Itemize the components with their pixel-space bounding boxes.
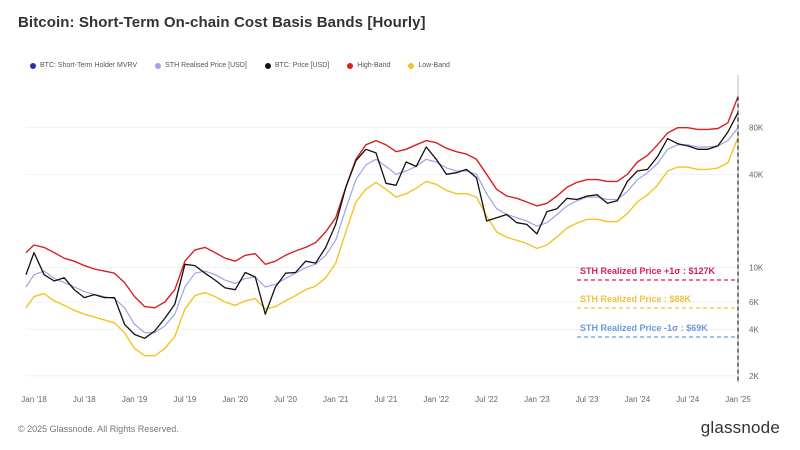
- x-tick-label: Jan '19: [122, 395, 148, 404]
- chart-legend: BTC: Short-Term Holder MVRV STH Realised…: [30, 62, 450, 69]
- x-tick-label: Jan '25: [725, 395, 751, 404]
- y-tick-label: 6K: [749, 298, 759, 307]
- legend-label-high-band: High-Band: [357, 62, 391, 69]
- y-tick-label: 2K: [749, 372, 759, 381]
- legend-item-low-band[interactable]: Low-Band: [408, 62, 450, 69]
- legend-label-low-band: Low-Band: [418, 62, 450, 69]
- x-tick-label: Jan '24: [625, 395, 651, 404]
- legend-item-sth-price[interactable]: STH Realised Price [USD]: [155, 62, 247, 69]
- x-tick-label: Jan '23: [524, 395, 550, 404]
- grid-lines: [26, 75, 739, 383]
- annotation-realized-price-label: STH Realized Price : $88K: [580, 294, 692, 304]
- y-tick-label: 4K: [749, 325, 759, 334]
- low-band-line: [25, 137, 739, 357]
- chart-title: Bitcoin: Short-Term On-chain Cost Basis …: [18, 14, 426, 31]
- x-tick-label: Jul '23: [576, 395, 599, 404]
- x-tick-label: Jul '24: [676, 395, 699, 404]
- x-tick-label: Jan '22: [424, 395, 450, 404]
- legend-dot-sth-price: [155, 62, 162, 69]
- btc-price-line: [25, 112, 739, 339]
- y-tick-label: 10K: [749, 264, 764, 273]
- high-band-line: [25, 96, 739, 309]
- x-tick-label: Jul '22: [475, 395, 498, 404]
- legend-dot-btc-price: [264, 62, 271, 69]
- annotation-high-band-label: STH Realized Price +1σ : $127K: [580, 266, 715, 276]
- legend-item-btc-price[interactable]: BTC: Price [USD]: [264, 62, 330, 69]
- x-tick-label: Jan '18: [21, 395, 47, 404]
- legend-item-mvrv[interactable]: BTC: Short-Term Holder MVRV: [30, 62, 137, 69]
- y-tick-label: 80K: [749, 124, 764, 133]
- legend-label-sth-price: STH Realised Price [USD]: [165, 62, 247, 69]
- copyright-text: © 2025 Glassnode. All Rights Reserved.: [18, 424, 179, 434]
- legend-dot-high-band: [347, 62, 354, 69]
- legend-item-high-band[interactable]: High-Band: [347, 62, 390, 69]
- x-tick-label: Jul '19: [173, 395, 196, 404]
- legend-dot-mvrv: [30, 62, 36, 69]
- legend-dot-low-band: [408, 62, 415, 69]
- series-lines: [25, 96, 739, 357]
- x-tick-label: Jan '20: [222, 395, 248, 404]
- annotation-low-band-label: STH Realized Price -1σ : $69K: [580, 323, 708, 333]
- y-tick-label: 40K: [749, 170, 764, 179]
- legend-label-btc-price: BTC: Price [USD]: [274, 62, 330, 69]
- y-axis: 80K 40K 10K 6K 4K 2K: [749, 124, 764, 381]
- glassnode-logo: glassnode: [700, 418, 780, 437]
- annotation-lines: [577, 96, 739, 383]
- legend-label-mvrv: BTC: Short-Term Holder MVRV: [40, 62, 138, 69]
- x-tick-label: Jul '20: [274, 395, 297, 404]
- x-tick-label: Jul '21: [375, 395, 398, 404]
- x-tick-label: Jul '18: [73, 395, 96, 404]
- x-tick-label: Jan '21: [323, 395, 349, 404]
- x-axis: Jan '18 Jul '18 Jan '19 Jul '19 Jan '20 Jul '…: [21, 395, 751, 404]
